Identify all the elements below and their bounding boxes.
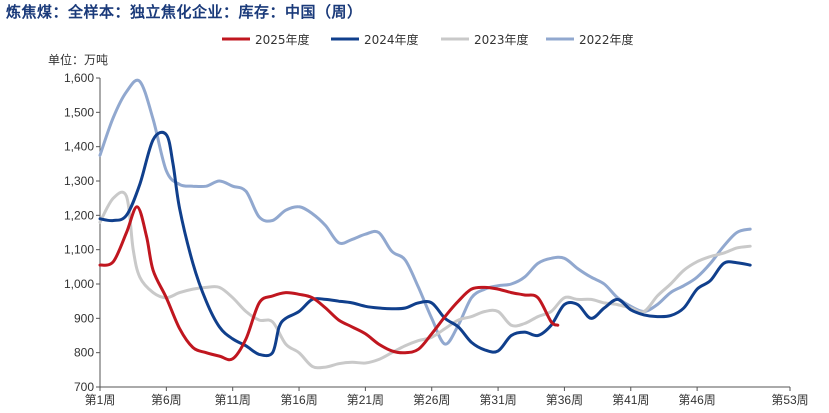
- x-tick-label: 第21周: [347, 393, 384, 407]
- x-tick-label: 第46周: [678, 393, 715, 407]
- y-tick-label: 1,500: [64, 105, 94, 119]
- x-tick-label: 第11周: [214, 393, 250, 407]
- x-tick-label: 第16周: [280, 393, 317, 407]
- y-tick-label: 900: [74, 311, 94, 325]
- x-tick-label: 第36周: [546, 393, 583, 407]
- x-tick-label: 第53周: [771, 393, 808, 407]
- series-line-2025年度: [98, 205, 560, 362]
- legend-label-2024年度: 2024年度: [364, 32, 419, 47]
- series-line-2024年度: [98, 130, 752, 358]
- x-tick-label: 第6周: [151, 393, 182, 407]
- series-line-2022年度: [98, 78, 752, 346]
- y-tick-label: 1,100: [64, 243, 94, 257]
- series-line-2023年度: [98, 190, 752, 370]
- y-tick-label: 1,200: [64, 208, 94, 222]
- chart-title: 炼焦煤：全样本：独立焦化企业：库存：中国（周）: [6, 3, 363, 21]
- y-tick-label: 1,000: [64, 277, 94, 291]
- x-tick-label: 第1周: [85, 393, 116, 407]
- y-tick-label: 800: [74, 346, 94, 360]
- y-tick-label: 1,400: [64, 140, 94, 154]
- x-tick-label: 第41周: [612, 393, 649, 407]
- legend-label-2023年度: 2023年度: [474, 32, 529, 47]
- legend-label-2022年度: 2022年度: [579, 32, 634, 47]
- y-tick-label: 1,600: [64, 71, 94, 85]
- x-tick-label: 第26周: [413, 393, 450, 407]
- legend-label-2025年度: 2025年度: [255, 32, 310, 47]
- y-tick-label: 1,300: [64, 174, 94, 188]
- y-axis-unit-label: 单位：万吨: [48, 52, 108, 67]
- y-tick-label: 700: [74, 380, 94, 394]
- x-tick-label: 第31周: [479, 393, 516, 407]
